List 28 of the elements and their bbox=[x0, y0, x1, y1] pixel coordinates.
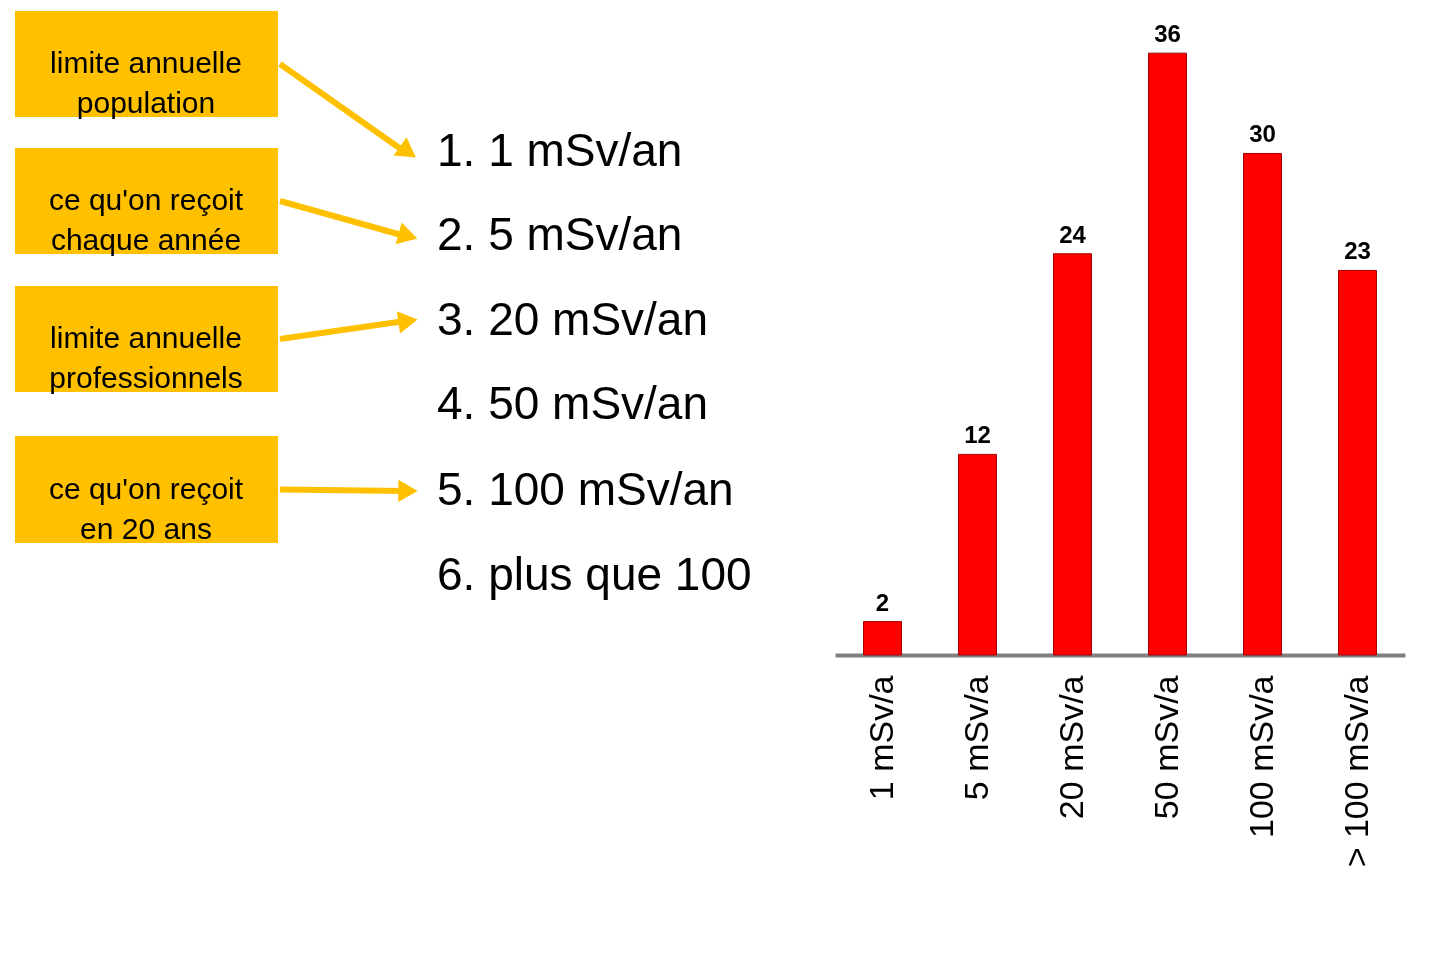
data-label: 12 bbox=[964, 421, 991, 449]
x-tick-label: 20 mSv/a bbox=[1051, 675, 1090, 820]
text: 3. 20 mSv/an bbox=[437, 293, 709, 345]
text: 1. 1 mSv/an bbox=[437, 124, 683, 176]
bar bbox=[863, 621, 902, 656]
x-tick-label: 5 mSv/a bbox=[956, 675, 995, 801]
x-tick-label: 1 mSv/a bbox=[861, 675, 900, 801]
text: ce qu'on reçoit chaque année bbox=[48, 183, 244, 256]
bar bbox=[1148, 52, 1187, 656]
text: 6. plus que 100 bbox=[437, 548, 752, 600]
x-tick-label: 50 mSv/a bbox=[1146, 675, 1185, 820]
data-label: 36 bbox=[1154, 20, 1181, 48]
text: ce qu'on reçoit en 20 ans bbox=[48, 471, 244, 545]
text: limite annuelle professionnels bbox=[49, 321, 243, 394]
bar bbox=[1243, 152, 1282, 656]
text: 2. 5 mSv/an bbox=[437, 208, 683, 260]
bar bbox=[1338, 269, 1377, 656]
data-label: 2 bbox=[875, 588, 890, 616]
bar bbox=[1053, 253, 1092, 656]
data-label: 23 bbox=[1344, 237, 1371, 265]
text: 5. 100 mSv/an bbox=[437, 463, 734, 515]
data-label: 24 bbox=[1059, 220, 1087, 248]
x-tick-label: 100 mSv/a bbox=[1241, 675, 1280, 839]
text: 4. 50 mSv/an bbox=[437, 377, 709, 429]
text: limite annuelle population bbox=[50, 46, 242, 119]
data-label: 30 bbox=[1249, 120, 1276, 148]
bar bbox=[958, 453, 997, 656]
x-tick-label: > 100 mSv/a bbox=[1336, 675, 1375, 868]
